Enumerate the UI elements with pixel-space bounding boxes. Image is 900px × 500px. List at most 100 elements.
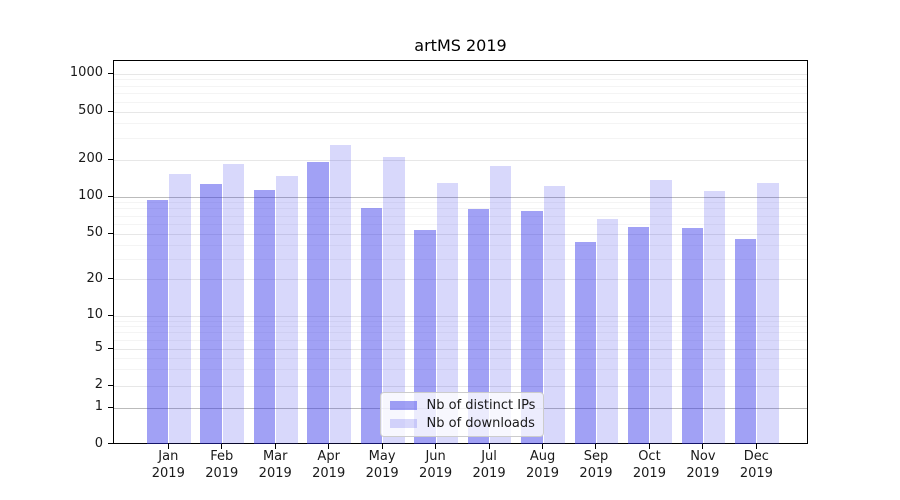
y-tick-mark	[107, 72, 113, 74]
gridline-minor	[113, 258, 807, 260]
bar-distinct-ips	[146, 199, 169, 444]
x-tick-year: 2019	[151, 465, 185, 481]
bar-distinct-ips	[467, 209, 490, 444]
legend-row-distinct-ips: Nb of distinct IPs	[389, 397, 536, 413]
y-tick-label: 10	[86, 307, 103, 322]
x-tick-month: Mar	[262, 449, 288, 464]
gridline-minor	[113, 369, 807, 371]
x-tick-label: Aug 2019	[516, 449, 570, 482]
legend-swatch-downloads	[389, 418, 417, 428]
x-tick-label: Nov 2019	[676, 449, 730, 482]
gridline-minor	[113, 332, 807, 334]
bar-downloads	[222, 164, 245, 444]
gridline-minor	[113, 339, 807, 341]
legend-label-downloads: Nb of downloads	[426, 415, 535, 431]
x-tick-label: Jun 2019	[409, 449, 463, 482]
y-tick-label: 500	[78, 103, 103, 118]
gridline-minor	[113, 85, 807, 87]
y-tick-mark	[107, 278, 113, 279]
gridline-emphasized	[113, 196, 807, 198]
x-tick-month: Apr	[317, 449, 340, 464]
gridline-major	[113, 233, 807, 235]
x-tick-month: Jan	[158, 449, 179, 464]
bar-downloads	[543, 185, 565, 444]
x-tick-mark	[435, 444, 437, 449]
y-tick-mark	[107, 347, 113, 349]
x-tick-month: Sep	[583, 449, 609, 464]
x-tick-mark	[328, 444, 330, 449]
y-tick-label: 50	[86, 225, 103, 240]
plot-area: Nb of distinct IPs Nb of downloads	[112, 59, 808, 444]
y-tick-mark	[107, 384, 113, 386]
y-tick-mark	[107, 158, 113, 160]
y-tick-label: 100	[78, 188, 103, 203]
x-tick-month: Jun	[425, 449, 446, 464]
gridline-major	[113, 348, 807, 350]
x-tick-year: 2019	[205, 465, 239, 481]
bar-distinct-ips	[521, 211, 543, 444]
gridline-major	[113, 111, 807, 113]
x-tick-year: 2019	[579, 465, 613, 481]
y-tick-mark	[107, 232, 113, 234]
x-tick-label: Dec 2019	[729, 449, 783, 482]
bar-downloads	[596, 219, 619, 444]
gridline-minor	[113, 326, 807, 328]
bar-distinct-ips	[360, 208, 383, 444]
y-tick-label: 0	[94, 435, 103, 451]
bar-downloads	[650, 180, 672, 444]
x-tick-year: 2019	[632, 465, 666, 481]
x-tick-label: Mar 2019	[248, 449, 302, 482]
x-tick-year: 2019	[419, 465, 453, 481]
gridline-minor	[113, 101, 807, 103]
bar-distinct-ips	[307, 162, 329, 444]
gridline-minor	[113, 138, 807, 140]
bar-downloads	[329, 144, 352, 444]
bar-distinct-ips	[734, 238, 757, 444]
gridline-major	[113, 73, 807, 75]
x-tick-year: 2019	[525, 465, 560, 481]
x-tick-mark	[221, 444, 223, 449]
x-tick-month: May	[368, 449, 396, 464]
legend: Nb of distinct IPs Nb of downloads	[379, 391, 544, 437]
chart-title: artMS 2019	[414, 36, 507, 55]
y-tick-mark	[107, 443, 113, 444]
y-tick-label: 1000	[69, 65, 103, 80]
x-tick-mark	[542, 444, 544, 449]
x-tick-year: 2019	[258, 465, 292, 481]
x-tick-mark	[167, 444, 169, 449]
gridline-minor	[113, 357, 807, 359]
legend-swatch-distinct-ips	[389, 400, 417, 410]
x-tick-label: Apr 2019	[302, 449, 356, 482]
gridline-minor	[113, 320, 807, 322]
y-tick-mark	[107, 406, 113, 408]
x-tick-mark	[702, 444, 704, 449]
x-tick-mark	[381, 444, 383, 449]
y-tick-label: 200	[78, 151, 103, 166]
bar-distinct-ips	[414, 230, 436, 444]
x-tick-mark	[488, 444, 490, 449]
x-tick-month: Oct	[638, 449, 661, 464]
bar-downloads	[436, 183, 458, 444]
y-tick-mark	[107, 195, 113, 197]
gridline-minor	[113, 202, 807, 204]
legend-label-distinct-ips: Nb of distinct IPs	[426, 397, 536, 413]
gridline-minor	[113, 208, 807, 210]
x-tick-label: Jul 2019	[462, 449, 516, 482]
bar-distinct-ips	[574, 242, 596, 444]
gridline-minor	[113, 215, 807, 217]
bar-distinct-ips	[681, 228, 703, 444]
x-tick-year: 2019	[686, 465, 720, 481]
gridline-major	[113, 159, 807, 161]
y-tick-mark	[107, 110, 113, 112]
gridline-major	[113, 315, 807, 317]
x-tick-label: Jan 2019	[141, 449, 195, 482]
x-tick-mark	[755, 444, 757, 449]
bar-downloads	[490, 166, 512, 444]
bar-downloads	[276, 175, 298, 444]
x-tick-month: Feb	[210, 449, 234, 464]
bar-distinct-ips	[200, 183, 222, 444]
gridline-major	[113, 385, 807, 387]
x-tick-month: Dec	[743, 449, 769, 464]
bar-downloads	[757, 183, 779, 444]
